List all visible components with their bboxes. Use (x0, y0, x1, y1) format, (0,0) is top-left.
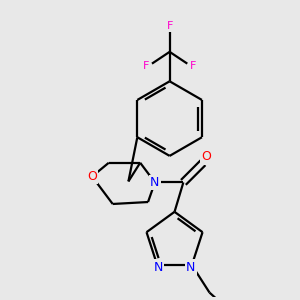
Text: O: O (201, 150, 211, 164)
Text: O: O (87, 170, 97, 183)
Text: N: N (150, 176, 160, 189)
Text: F: F (167, 21, 173, 31)
Text: F: F (190, 61, 196, 70)
Text: F: F (143, 61, 149, 70)
Text: N: N (186, 261, 196, 274)
Text: N: N (154, 261, 163, 274)
